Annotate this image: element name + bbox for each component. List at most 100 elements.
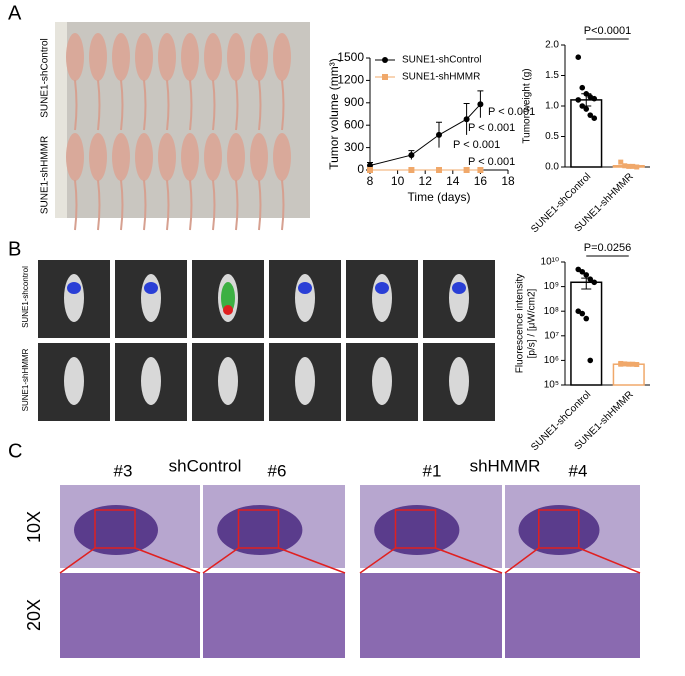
signal	[67, 282, 81, 294]
mouse-image	[295, 357, 315, 405]
sample-label: #4	[569, 461, 588, 480]
zoom-line	[134, 547, 201, 574]
zoom-box	[237, 509, 280, 549]
point	[618, 361, 624, 367]
imaging-grid	[38, 260, 495, 421]
y-axis-label: Tumor weight (g)	[522, 68, 533, 143]
y-tick-label: 0	[357, 162, 364, 176]
mouse	[273, 33, 291, 81]
mouse-tail	[258, 79, 262, 131]
y-tick-label: 10¹⁰	[541, 257, 559, 268]
mouse	[158, 33, 176, 81]
mouse	[250, 33, 268, 81]
y-tick-label: 0.0	[545, 162, 559, 173]
annotation: P < 0.001	[488, 106, 535, 118]
mouse-tail	[281, 179, 285, 231]
mouse	[227, 33, 245, 81]
point	[630, 163, 636, 169]
point	[626, 361, 632, 367]
group-label: shControl	[169, 456, 242, 475]
mouse-tail	[235, 179, 239, 231]
mouse	[112, 133, 130, 181]
y-tick-label: 1500	[337, 50, 364, 64]
y-tick-label: 900	[344, 95, 364, 109]
point	[579, 103, 586, 109]
panel-label: C	[8, 440, 22, 462]
mouse-tail	[212, 179, 216, 231]
mouse	[66, 133, 84, 181]
signal	[452, 282, 466, 294]
annotation: P < 0.001	[468, 122, 515, 134]
y-tick-label: 300	[344, 140, 364, 154]
mouse-tail	[143, 179, 147, 231]
x-tick-label: 14	[446, 174, 460, 188]
mouse	[250, 133, 268, 181]
point	[367, 167, 373, 173]
point	[463, 167, 470, 173]
annotation: P=0.0256	[584, 242, 631, 254]
mouse	[112, 33, 130, 81]
mouse	[135, 133, 153, 181]
axis	[564, 45, 650, 168]
histology-grid	[59, 485, 641, 658]
zoom-line	[578, 547, 641, 574]
panel-label: B	[8, 238, 21, 260]
mouse	[89, 33, 107, 81]
point	[634, 362, 640, 368]
annotation: P<0.0001	[584, 25, 631, 37]
zoom-line	[504, 547, 540, 574]
photo-label: SUNE1-shcontrol	[21, 266, 30, 328]
zoom-line	[59, 547, 96, 574]
mouse-image	[141, 357, 161, 405]
y-tick-label: 1.0	[545, 101, 559, 112]
magnification-label: 10X	[24, 511, 44, 543]
x-tick-label: 8	[367, 174, 374, 188]
zoom-line	[435, 547, 503, 574]
photo-label: SUNE1-shControl	[40, 38, 51, 117]
point	[587, 357, 594, 364]
mouse-tail	[74, 179, 78, 231]
sample-label: #6	[268, 461, 287, 480]
mouse-tail	[189, 79, 193, 131]
annotation: P < 0.001	[468, 156, 515, 168]
point	[579, 84, 586, 91]
mouse-tail	[189, 179, 193, 231]
histology-20x	[360, 573, 502, 658]
group-label: shHMMR	[470, 456, 541, 475]
zoom-line	[202, 547, 239, 574]
mouse-tail	[120, 79, 124, 131]
mouse-tail	[97, 79, 101, 131]
mouse	[135, 33, 153, 81]
sample-label: #1	[423, 461, 442, 480]
y-tick-label: 10⁶	[544, 355, 559, 366]
histology-20x	[203, 573, 345, 658]
point	[575, 54, 582, 60]
y-tick-label: 1.5	[545, 70, 559, 81]
legend-label: SUNE1-shControl	[402, 55, 481, 66]
series-line	[369, 103, 481, 167]
point	[583, 315, 590, 322]
panel-label: A	[8, 2, 22, 24]
point	[436, 167, 442, 173]
mouse-image	[64, 274, 84, 322]
mouse	[89, 133, 107, 181]
mouse-image	[449, 274, 469, 322]
zoom-line	[278, 547, 346, 574]
y-axis-label: [p/s] / [μW/cm2]	[527, 288, 538, 358]
point	[477, 167, 484, 173]
signal	[375, 282, 389, 294]
x-tick-label: 10	[391, 174, 405, 188]
point	[579, 268, 586, 275]
mouse	[181, 33, 199, 81]
histology-20x	[60, 573, 200, 658]
x-axis-label: Time (days)	[408, 190, 471, 204]
mouse-tail	[74, 79, 78, 131]
mouse-tail	[281, 79, 285, 131]
photo-label: SUNE1-shHMMR	[40, 136, 51, 214]
zoom-box	[394, 509, 437, 549]
mouse	[227, 133, 245, 181]
y-tick-label: 10⁷	[544, 330, 559, 341]
legend-label: SUNE1-shHMMR	[402, 72, 480, 83]
mouse-tail	[97, 179, 101, 231]
point	[630, 361, 636, 367]
